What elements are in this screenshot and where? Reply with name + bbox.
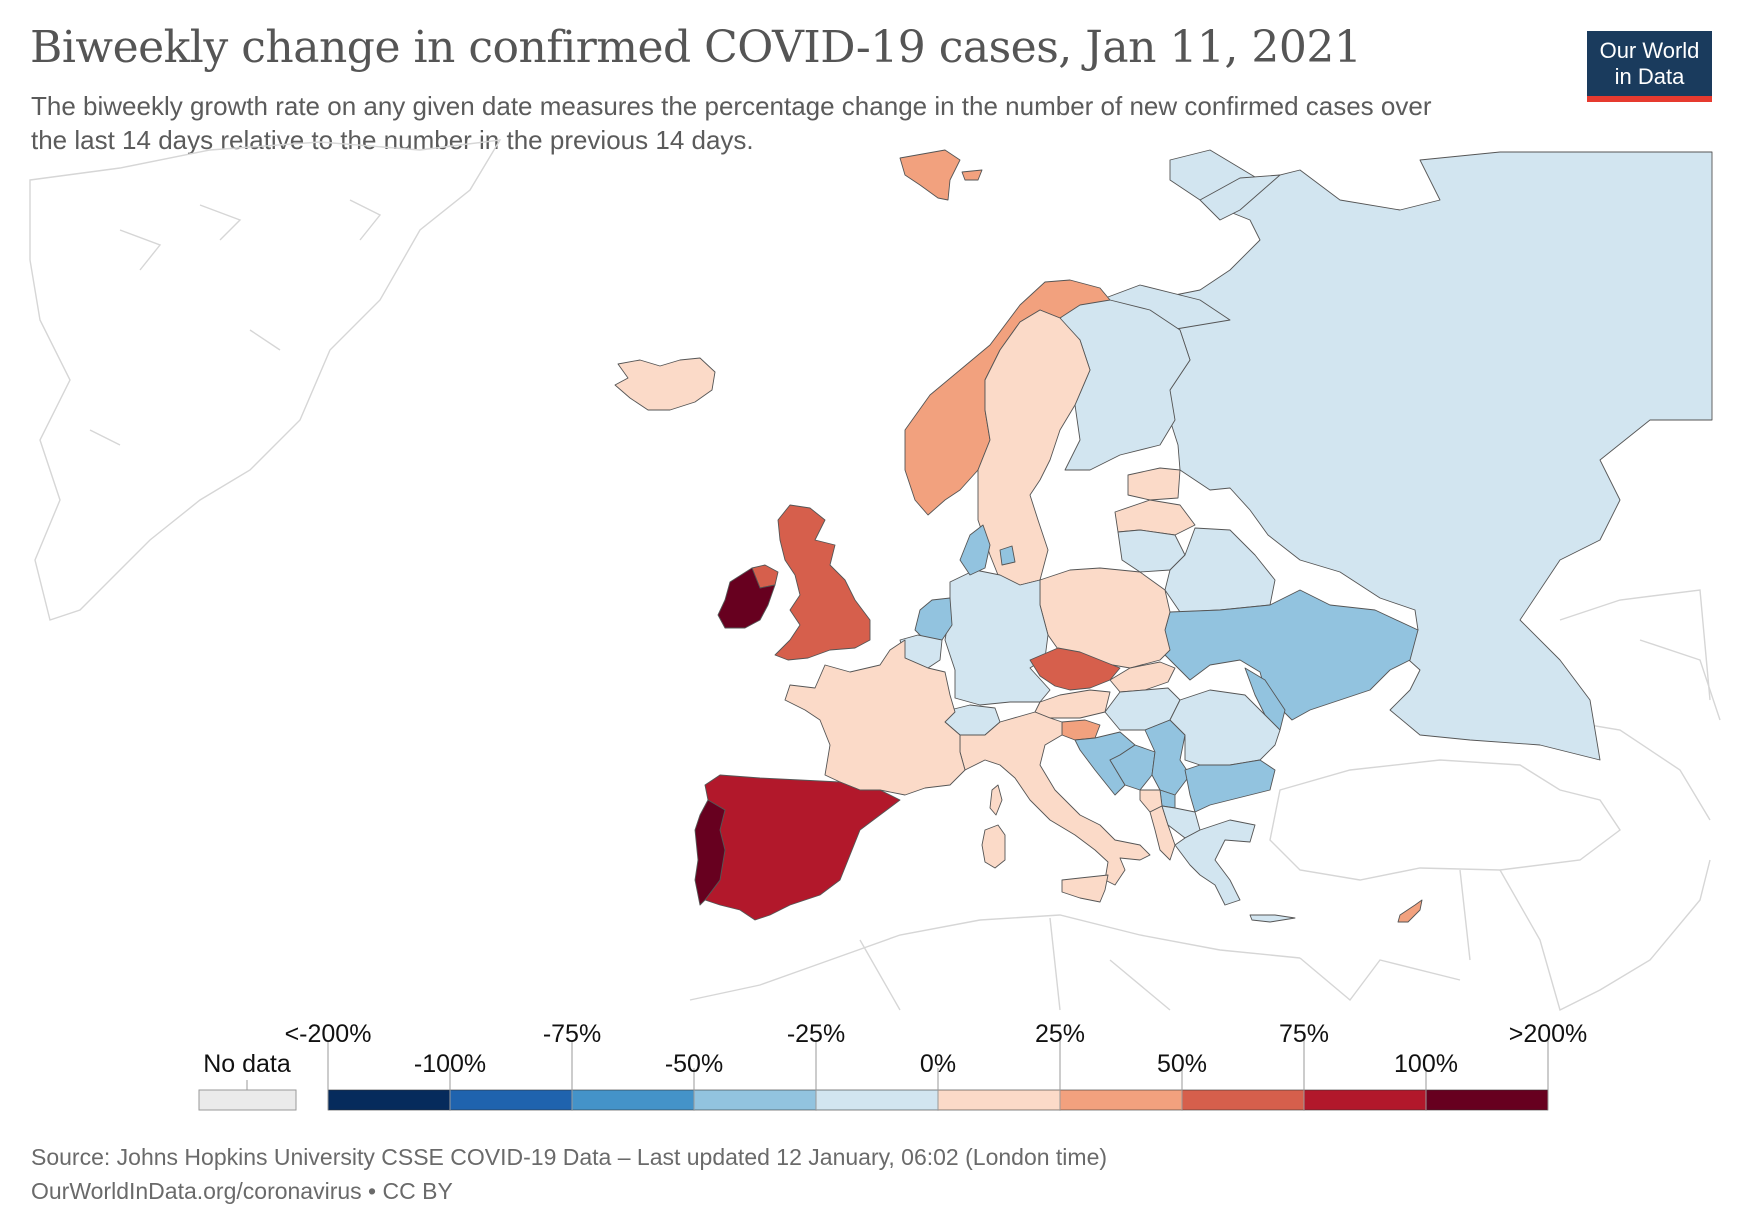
country-belarus: [1164, 527, 1276, 613]
countries: [614, 149, 1713, 923]
country-latvia: [1114, 499, 1196, 536]
legend-bar: [198, 1040, 1549, 1111]
chart-title: Biweekly change in confirmed COVID-19 ca…: [30, 22, 1362, 73]
country-corsica: [989, 784, 1003, 816]
country-netherlands: [914, 597, 953, 641]
legend-tick-label-top: >200%: [1508, 1020, 1588, 1048]
legend-bin-7: [1181, 1089, 1305, 1111]
country-italy: [959, 711, 1151, 886]
country-svalbard: [899, 149, 983, 201]
country-ireland: [717, 567, 776, 629]
chart-subtitle: The biweekly growth rate on any given da…: [31, 91, 1432, 155]
legend-bin-5: [937, 1089, 1061, 1111]
country-romania: [1169, 689, 1281, 766]
legend-no-data-label: No data: [203, 1050, 291, 1078]
legend-bin-0: [327, 1089, 451, 1111]
owid-logo[interactable]: Our World in Data: [1587, 31, 1712, 102]
country-crete: [1249, 914, 1296, 923]
legend-tick-label-top: -75%: [542, 1020, 602, 1048]
country-france: [784, 639, 966, 796]
country-slovenia: [1061, 719, 1101, 741]
greenland-coast-detail: [89, 199, 382, 446]
country-spain: [704, 774, 901, 921]
no-data-outlines: [29, 139, 1721, 1012]
logo-line-1: Our World: [1599, 38, 1700, 63]
legend-tick-label-bottom: 50%: [1156, 1050, 1208, 1078]
legend-tick-label-bottom: 0%: [919, 1050, 957, 1078]
country-denmark: [959, 524, 1016, 576]
legend-tick-label-top: -25%: [786, 1020, 846, 1048]
legend-bin-3: [693, 1089, 817, 1111]
country-portugal: [694, 799, 726, 906]
country-bulgaria: [1184, 759, 1276, 813]
country-sweden: [977, 309, 1091, 586]
legend-no-data-swatch: [198, 1089, 297, 1111]
legend-bin-8: [1303, 1089, 1427, 1111]
middle-east-outline: [1499, 859, 1711, 1012]
country-ukraine: [1159, 589, 1419, 721]
legend-bin-6: [1059, 1089, 1183, 1111]
legend-tick-label-top: 25%: [1034, 1020, 1086, 1048]
north-africa-borders: [859, 917, 1171, 1011]
greenland-outline: [29, 139, 502, 621]
logo-line-2: in Data: [1614, 64, 1685, 89]
country-sardinia: [981, 824, 1006, 869]
source-note: Source: Johns Hopkins University CSSE CO…: [31, 1140, 1107, 1208]
country-cyprus: [1397, 899, 1423, 923]
country-poland: [1039, 567, 1171, 669]
country-estonia: [1127, 467, 1181, 501]
country-germany: [944, 569, 1051, 706]
legend-tick-label-top: 75%: [1278, 1020, 1330, 1048]
legend-bin-4: [815, 1089, 939, 1111]
license-text: OurWorldInData.org/coronavirus • CC BY: [31, 1178, 453, 1204]
country-greece: [1174, 819, 1256, 906]
source-text: Source: Johns Hopkins University CSSE CO…: [31, 1144, 1108, 1170]
country-iceland: [614, 357, 716, 411]
legend-bin-1: [449, 1089, 573, 1111]
country-sicily: [1061, 874, 1109, 903]
legend-tick-label-bottom: -100%: [413, 1050, 487, 1078]
legend-bin-2: [571, 1089, 695, 1111]
legend-tick-label-bottom: 100%: [1394, 1050, 1458, 1078]
country-united-kingdom: [774, 504, 871, 661]
country-russia-novaya-zemlya: [1199, 174, 1281, 221]
legend-bin-9: [1425, 1089, 1549, 1111]
north-africa-outline: [689, 914, 1301, 1001]
legend-tick-label-bottom: -50%: [664, 1050, 724, 1078]
kazakhstan-outline: [1559, 589, 1711, 701]
africa-borders: [1299, 869, 1471, 1002]
legend-tick-label-top: <-200%: [284, 1020, 372, 1048]
turkey-outline: [1269, 759, 1621, 881]
